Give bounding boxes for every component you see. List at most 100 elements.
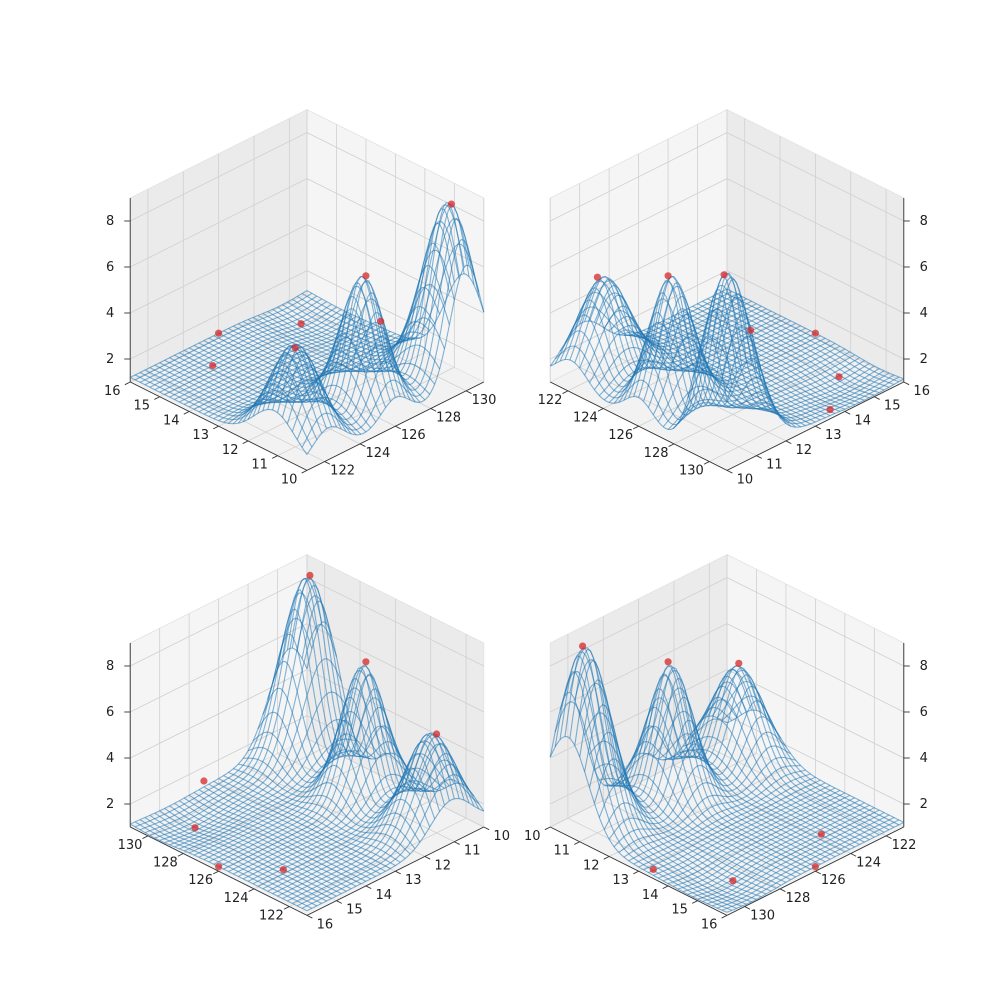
x-tick-label-mark: [744, 906, 751, 910]
wireframe-line: [638, 665, 816, 868]
z-tick-label: 4: [106, 306, 114, 321]
wireframe-line: [213, 285, 392, 402]
x-tick-label-mark: [465, 390, 472, 394]
y-tick-label: 14: [376, 888, 393, 903]
x-tick-label: 130: [679, 464, 704, 479]
wireframe-line: [198, 733, 376, 858]
y-tick-label: 13: [192, 428, 209, 443]
wireframe-line: [277, 740, 455, 897]
wireframe-line: [721, 695, 900, 826]
wireframe-line: [677, 354, 855, 424]
wireframe-line: [267, 311, 446, 361]
gridline-z-wall-x: [550, 224, 728, 314]
wireframe-line: [179, 738, 357, 850]
wireframe-line: [633, 675, 811, 870]
x-tick-label: 128: [785, 891, 810, 906]
x-tick-label-mark: [359, 443, 366, 447]
wireframe-line: [618, 752, 796, 878]
wireframe-line: [628, 697, 806, 873]
y-tick-label-mark: [903, 381, 910, 386]
wireframe-line: [174, 719, 352, 848]
gridline-z-wall-x: [130, 715, 308, 805]
y-tick-label: 13: [405, 873, 422, 888]
wireframe-line: [623, 725, 801, 875]
wireframe-line: [272, 753, 450, 895]
y-tick-label-mark: [483, 826, 490, 831]
wireframe-line: [687, 360, 865, 410]
x-tick-label: 124: [573, 411, 598, 426]
wireframe-line: [687, 718, 865, 843]
y-tick-label: 12: [583, 858, 600, 873]
wireframe-line: [139, 370, 318, 440]
x-tick-label: 128: [153, 856, 178, 871]
wireframe-line: [584, 305, 762, 376]
wireframe-line: [203, 336, 382, 416]
wireframe-line: [233, 321, 411, 401]
gridline-y-floor: [579, 366, 757, 457]
surface-plot-top-right[interactable]: 122 124 126 128 130 10 11 12 13 14 15 16 2 4 6 8: [538, 108, 930, 488]
surface-plot-top-left[interactable]: 122 124 126 128 130 10 11 12 13 14 15 16 2 4 6 8: [104, 108, 496, 488]
x-tick-label-mark: [213, 870, 219, 875]
y-tick-label: 13: [612, 873, 629, 888]
wireframe-line: [144, 354, 323, 434]
surface-plot-bottom-right[interactable]: 122 124 126 128 130 10 11 12 13 14 15 16 2 4 6 8: [524, 553, 928, 933]
scatter-point: [297, 320, 305, 328]
wireframe-line: [208, 308, 387, 408]
wireframe-line: [696, 308, 875, 412]
wireframe-line: [159, 624, 338, 842]
wireframe-line: [174, 354, 352, 435]
wireframe-line: [301, 778, 480, 909]
wireframe-line: [242, 321, 421, 403]
y-tick-label: 15: [884, 399, 901, 414]
wireframe-line: [169, 691, 347, 846]
wireframe-line: [144, 577, 323, 834]
wireframe-line: [559, 671, 738, 909]
wireframe-line: [164, 359, 342, 430]
x-tick-label-mark: [668, 443, 675, 447]
y-tick-label-mark: [242, 440, 249, 445]
wireframe-line: [223, 674, 401, 870]
y-tick-label: 14: [163, 413, 180, 428]
gridline-z-wall-y: [130, 224, 308, 314]
wireframe-line: [252, 317, 431, 395]
wireframe-line: [638, 276, 816, 398]
wireframe-line: [306, 797, 485, 912]
scatter-point: [811, 863, 820, 871]
scatter-point: [362, 272, 370, 280]
wireframe-line: [677, 748, 855, 848]
scatter-point: [664, 272, 672, 280]
wireframe-line: [306, 273, 485, 340]
wireframe-line: [282, 732, 460, 899]
gridline-z-wall-y: [726, 178, 904, 268]
scatter-point: [835, 373, 843, 381]
wireframe-line: [247, 786, 425, 882]
x-tick-label: 124: [224, 891, 249, 906]
y-tick-label: 11: [464, 844, 481, 859]
scatter-point: [747, 326, 755, 334]
x-tick-label-mark: [177, 853, 184, 857]
scatter-point: [291, 344, 299, 352]
y-tick-label: 12: [434, 858, 451, 873]
x-tick-label-mark: [562, 390, 569, 394]
wireframe-line: [711, 277, 890, 419]
gridline-z-wall-y: [726, 132, 904, 222]
wireframe-line: [287, 204, 465, 348]
wireframe-line: [672, 351, 851, 429]
y-tick-label-mark: [395, 870, 401, 875]
surface-plot-bottom-left[interactable]: 122 124 126 128 130 10 11 12 13 14 15 16 2 4 6 8: [106, 553, 510, 933]
y-tick-label: 11: [554, 844, 571, 859]
gridline-z-wall-y: [306, 623, 484, 713]
gridline-y-floor: [579, 753, 757, 843]
gridline-z-wall-y: [726, 270, 904, 360]
y-tick-label-mark: [306, 915, 313, 919]
gridline-z-wall-y: [130, 132, 308, 222]
y-tick-label-mark: [785, 440, 792, 445]
wireframe-line: [692, 698, 870, 841]
wireframe-line: [613, 773, 792, 881]
y-tick-label-mark: [183, 411, 190, 415]
y-tick-label: 10: [524, 829, 541, 844]
y-tick-label-mark: [124, 381, 131, 386]
x-tick-label: 124: [365, 446, 390, 461]
wireframe-line: [593, 310, 772, 391]
